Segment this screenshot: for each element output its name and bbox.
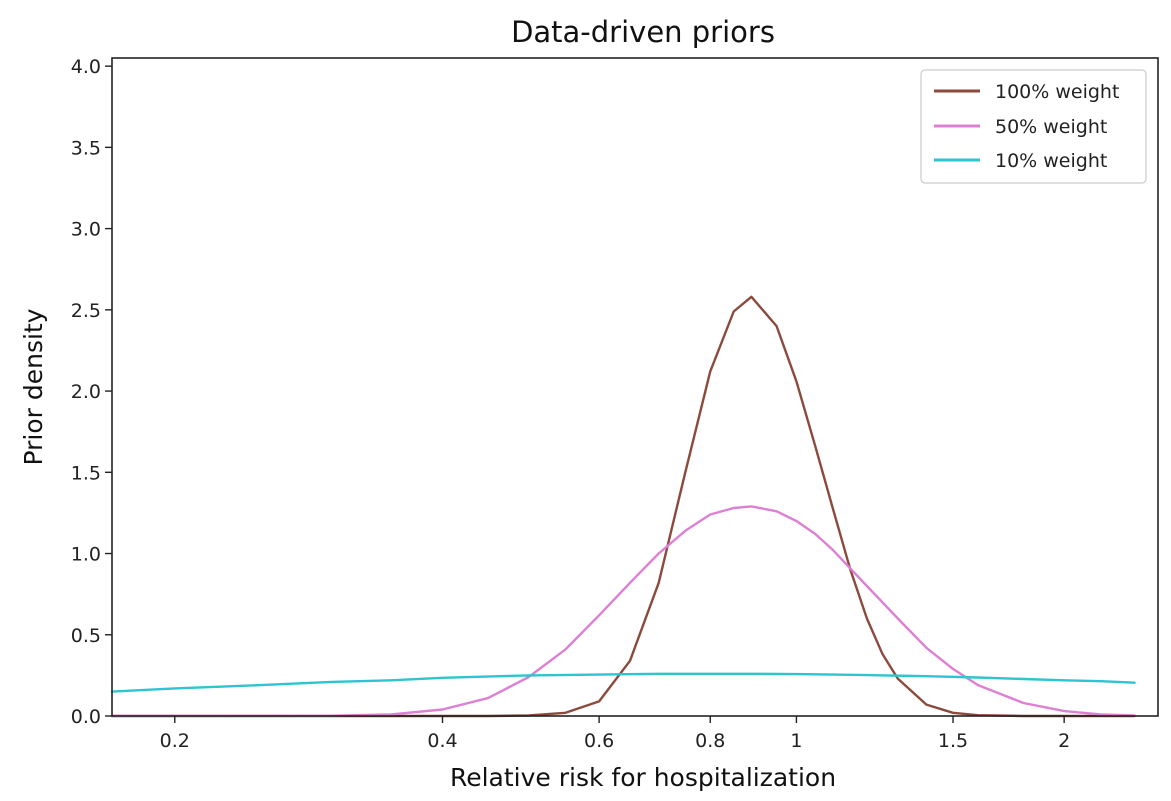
y-tick-label: 0.0 <box>71 706 101 728</box>
x-tick-label: 1.5 <box>938 730 968 752</box>
y-tick-label: 1.5 <box>71 462 101 484</box>
chart-title: Data-driven priors <box>511 15 775 49</box>
x-tick-label: 0.8 <box>695 730 725 752</box>
legend-label-10-weight: 10% weight <box>995 150 1107 172</box>
y-tick-label: 0.5 <box>71 625 101 647</box>
y-axis-ticks: 0.0 0.5 1.0 1.5 2.0 2.5 3.0 3.5 4.0 <box>71 56 112 728</box>
series-line-10-weight <box>110 672 1136 693</box>
y-tick-label: 2.0 <box>71 381 101 403</box>
y-tick-label: 4.0 <box>71 56 101 78</box>
series-line-50-weight <box>110 505 1136 718</box>
x-tick-label: 1 <box>790 730 802 752</box>
x-tick-label: 2 <box>1058 730 1070 752</box>
y-tick-label: 3.5 <box>71 137 101 159</box>
y-tick-label: 1.0 <box>71 544 101 566</box>
axes-frame <box>111 57 1159 717</box>
legend-label-50-weight: 50% weight <box>995 116 1107 138</box>
x-tick-label: 0.2 <box>160 730 190 752</box>
plot-area <box>110 295 1136 718</box>
legend-label-100-weight: 100% weight <box>995 81 1119 103</box>
y-tick-label: 2.5 <box>71 300 101 322</box>
y-tick-label: 3.0 <box>71 219 101 241</box>
x-axis-label: Relative risk for hospitalization <box>450 763 836 792</box>
x-tick-label: 0.6 <box>584 730 614 752</box>
legend: 100% weight 50% weight 10% weight <box>920 69 1147 184</box>
x-axis-ticks: 0.2 0.4 0.6 0.8 1 1.5 2 <box>160 716 1070 752</box>
y-axis-label: Prior density <box>19 308 48 465</box>
x-tick-label: 0.4 <box>427 730 457 752</box>
series-line-100-weight <box>110 295 1136 718</box>
legend-box <box>920 69 1147 184</box>
